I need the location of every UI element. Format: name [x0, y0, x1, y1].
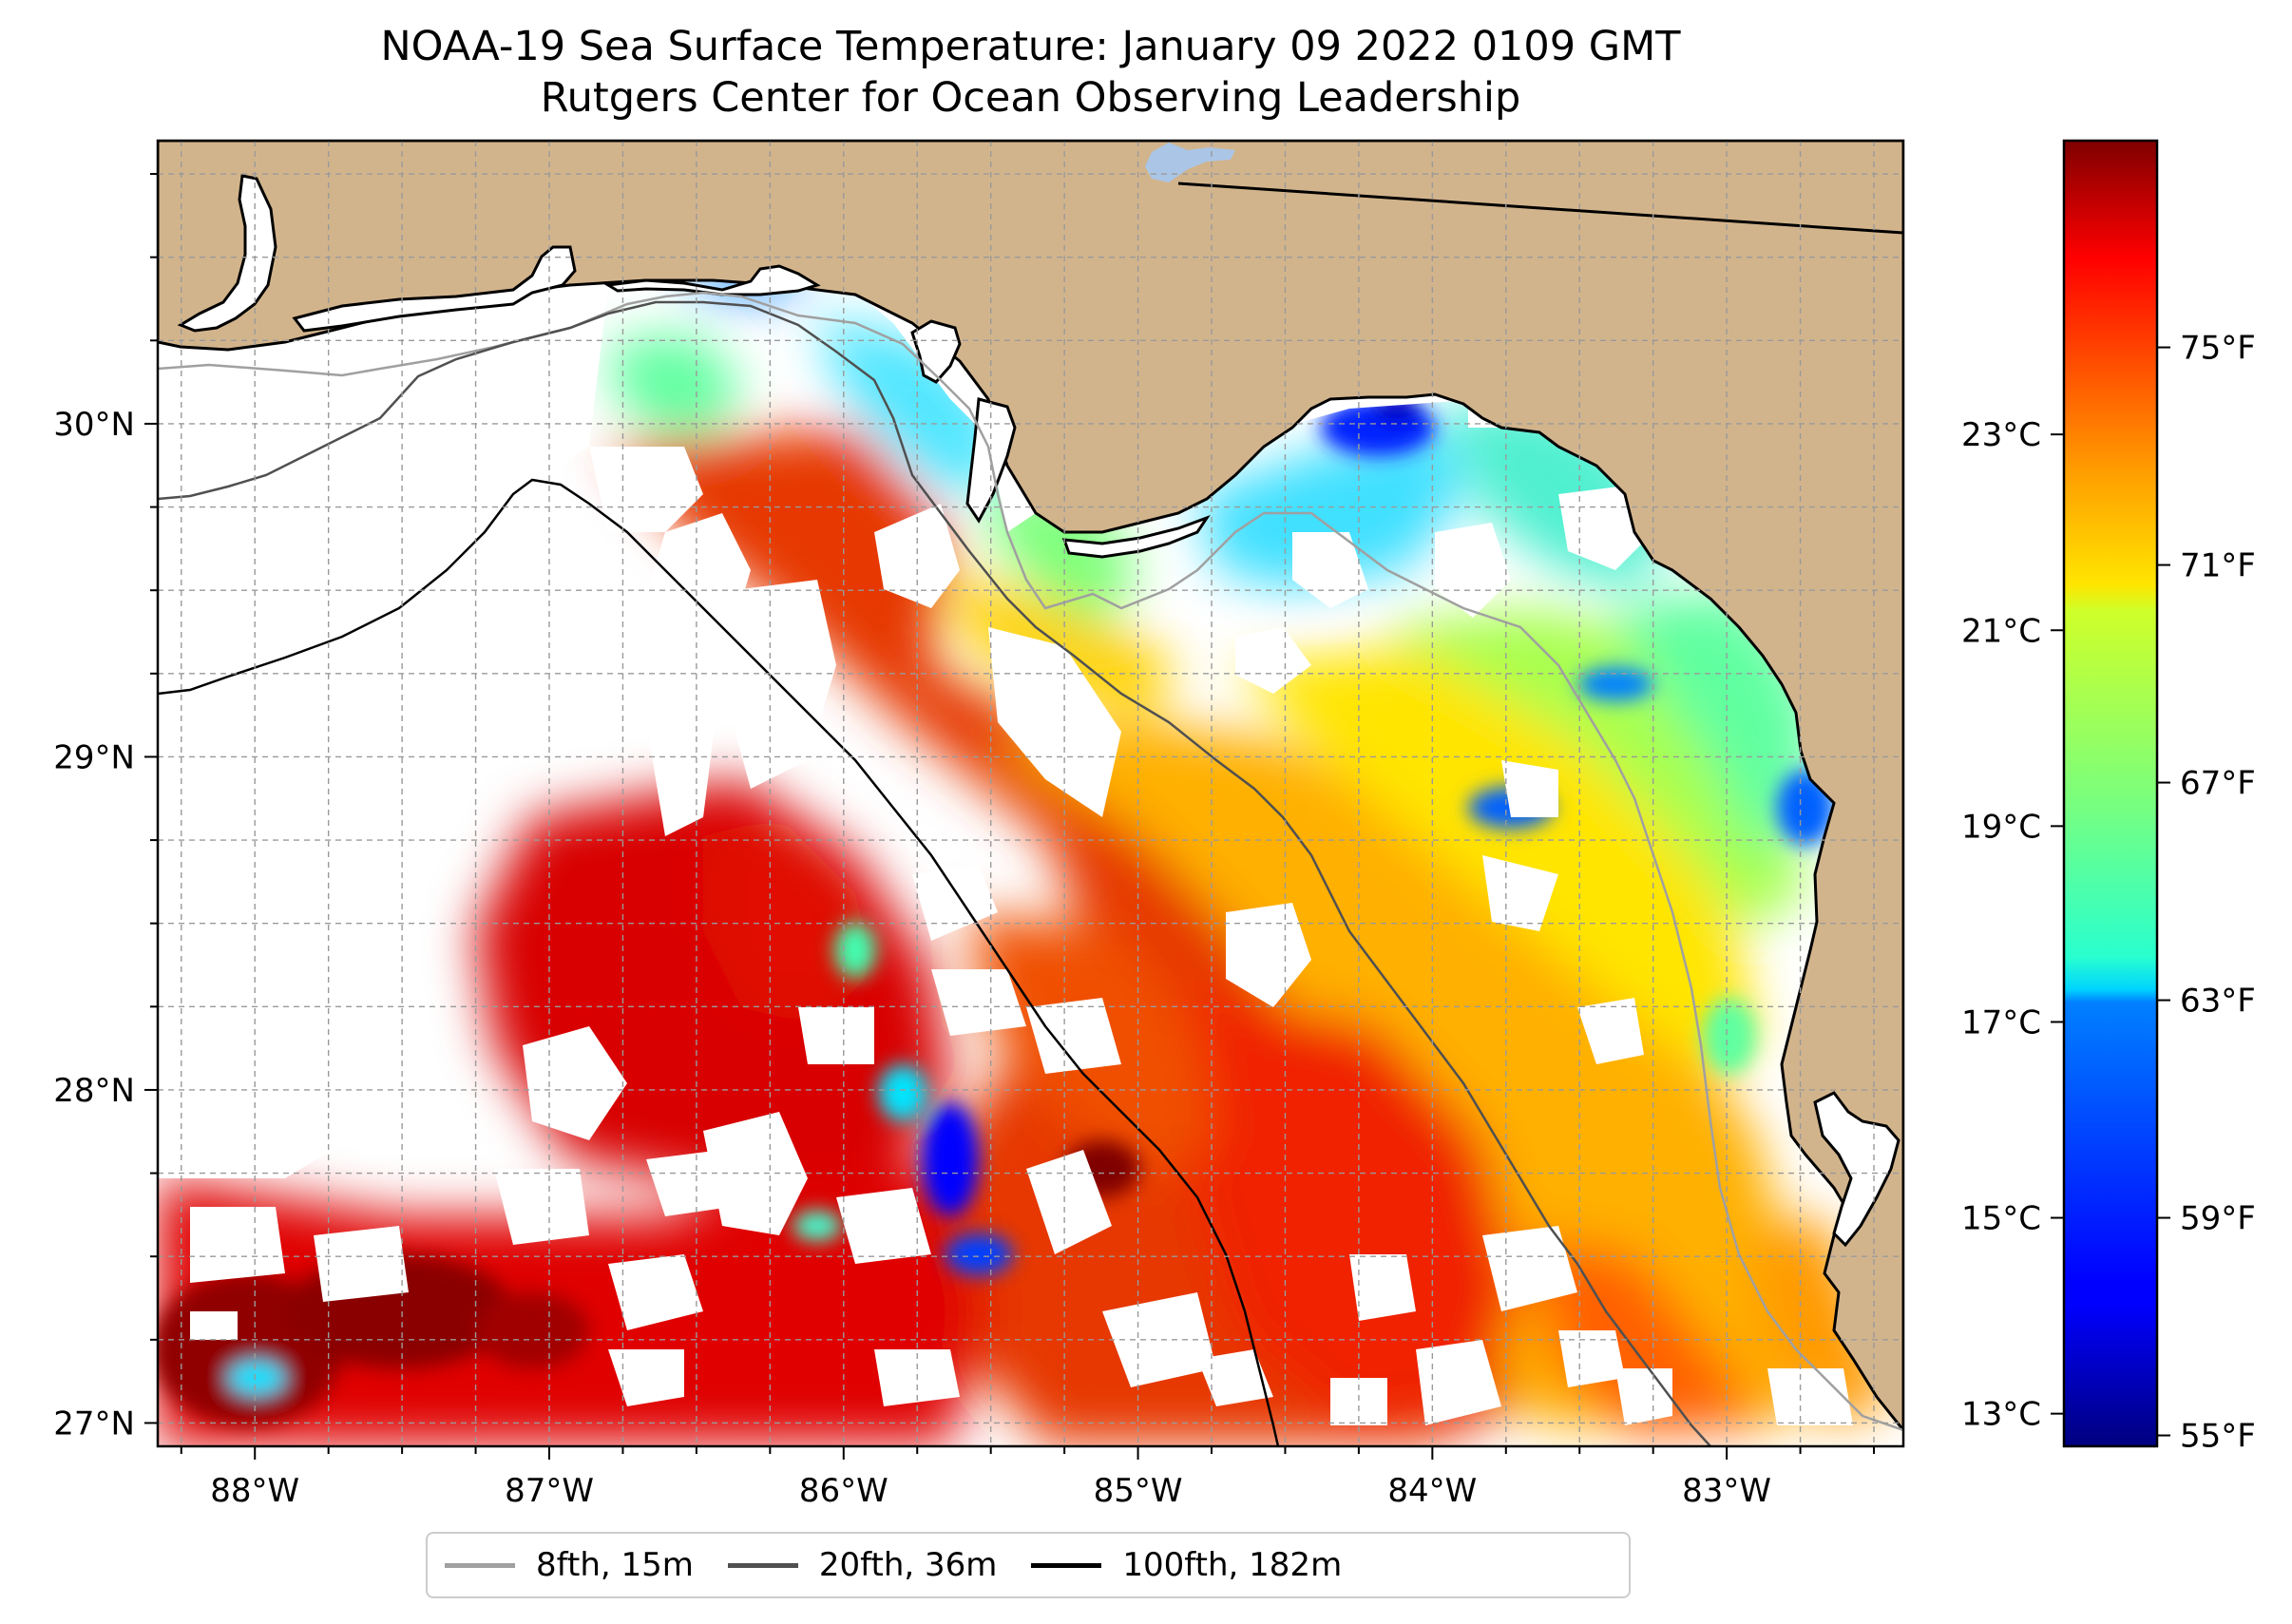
colorbar-celsius-label: 13°C [1961, 1396, 2041, 1434]
x-tick-label: 86°W [799, 1472, 888, 1510]
legend-swatch-8fth [445, 1562, 515, 1568]
colorbar-fahrenheit-label: 59°F [2180, 1200, 2256, 1238]
legend-item-20fth: 20fth, 36m [727, 1546, 998, 1584]
colorbar-fahrenheit-label: 71°F [2180, 547, 2256, 585]
colorbar-celsius-ticks: 13°C 15°C 17°C 19°C 21°C 23°C [1961, 416, 2064, 1434]
legend-label-20fth: 20fth, 36m [818, 1546, 998, 1584]
legend-label-100fth: 100fth, 182m [1122, 1546, 1343, 1584]
contour-100fth-182m [158, 478, 1280, 1446]
colorbar-fahrenheit-label: 67°F [2180, 765, 2256, 803]
x-tick-label: 88°W [210, 1472, 299, 1510]
y-tick-label: 28°N [53, 1072, 135, 1110]
colorbar-celsius-label: 15°C [1961, 1200, 2041, 1238]
map-frame [156, 139, 1905, 1448]
legend-label-8fth: 8fth, 15m [536, 1546, 694, 1584]
y-tick-label: 27°N [53, 1404, 135, 1442]
colorbar-celsius-label: 23°C [1961, 416, 2041, 454]
colorbar-fahrenheit-ticks: 55°F 59°F 63°F 67°F 71°F 75°F [2157, 330, 2256, 1456]
colorbar-fahrenheit-label: 55°F [2180, 1418, 2256, 1456]
y-axis-ticks: 27°N 28°N 29°N 30°N [53, 406, 135, 1443]
land [158, 141, 1903, 1433]
minor-ticks [144, 173, 1876, 1460]
y-tick-label: 29°N [53, 738, 135, 776]
legend-item-100fth: 100fth, 182m [1031, 1546, 1342, 1584]
depth-contours [158, 291, 1903, 1446]
x-tick-label: 83°W [1682, 1472, 1771, 1510]
chart-title: NOAA-19 Sea Surface Temperature: January… [380, 23, 1681, 70]
contour-20fth-36m [158, 300, 1711, 1446]
gridlines [158, 141, 1903, 1446]
x-tick-label: 85°W [1094, 1472, 1183, 1510]
colorbar-celsius-label: 17°C [1961, 1003, 2041, 1041]
chart-subtitle: Rutgers Center for Ocean Observing Leade… [540, 74, 1521, 122]
y-tick-label: 30°N [53, 406, 135, 444]
x-tick-label: 87°W [505, 1472, 594, 1510]
legend: 8fth, 15m 20fth, 36m 100fth, 182m [426, 1532, 1631, 1598]
legend-item-8fth: 8fth, 15m [445, 1546, 694, 1584]
colorbar: 13°C 15°C 17°C 19°C 21°C 23°C 55°F 59°F 63°F 67°… [1961, 139, 2256, 1456]
x-axis-ticks: 88°W 87°W 86°W 85°W 84°W 83°W [210, 1472, 1771, 1510]
colorbar-fahrenheit-label: 75°F [2180, 330, 2256, 368]
contour-8fth-15m [158, 291, 1903, 1432]
colorbar-celsius-label: 21°C [1961, 612, 2041, 650]
colorbar-fahrenheit-label: 63°F [2180, 983, 2256, 1021]
colorbar-celsius-label: 19°C [1961, 808, 2041, 846]
map-area [144, 139, 1905, 1460]
colorbar-frame [2062, 139, 2159, 1448]
colorbar-gradient [2064, 141, 2157, 1446]
x-tick-label: 84°W [1387, 1472, 1477, 1510]
legend-swatch-100fth [1031, 1562, 1102, 1568]
legend-swatch-20fth [727, 1562, 798, 1568]
